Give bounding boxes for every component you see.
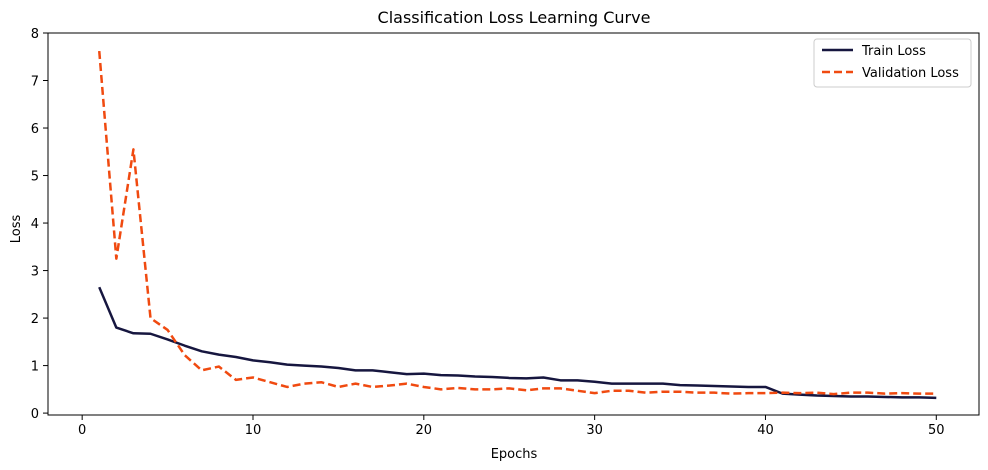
x-tick-label: 10 [245, 423, 262, 438]
legend-label-validation-loss: Validation Loss [862, 66, 959, 81]
series-line-validation-loss [98, 50, 937, 396]
x-axis-label: Epochs [491, 447, 538, 462]
x-tick-label: 40 [757, 423, 774, 438]
x-tick-label: 30 [586, 423, 603, 438]
y-tick-label: 2 [31, 312, 39, 327]
y-axis-label: Loss [9, 215, 24, 244]
y-tick-label: 1 [31, 360, 39, 375]
x-tick-label: 20 [416, 423, 433, 438]
legend-box [813, 38, 972, 88]
x-tick-label: 50 [928, 423, 945, 438]
x-tick-label: 0 [78, 423, 86, 438]
chart-title: Classification Loss Learning Curve [378, 8, 651, 27]
y-tick-label: 6 [31, 122, 39, 137]
legend: Train Loss Validation Loss [813, 38, 972, 88]
legend-label-train-loss: Train Loss [861, 44, 926, 59]
y-tick-label: 7 [31, 75, 39, 90]
y-tick-label: 4 [31, 217, 39, 232]
y-tick-label: 5 [31, 170, 39, 185]
axis-ticks: 0 10 20 30 40 50 0 1 2 3 4 5 6 7 8 [31, 27, 945, 438]
y-tick-label: 3 [31, 265, 39, 280]
series-lines [98, 50, 937, 400]
y-tick-label: 0 [31, 407, 39, 422]
series-line-train-loss [98, 286, 937, 400]
y-tick-label: 8 [31, 27, 39, 42]
plot-frame [47, 32, 980, 416]
